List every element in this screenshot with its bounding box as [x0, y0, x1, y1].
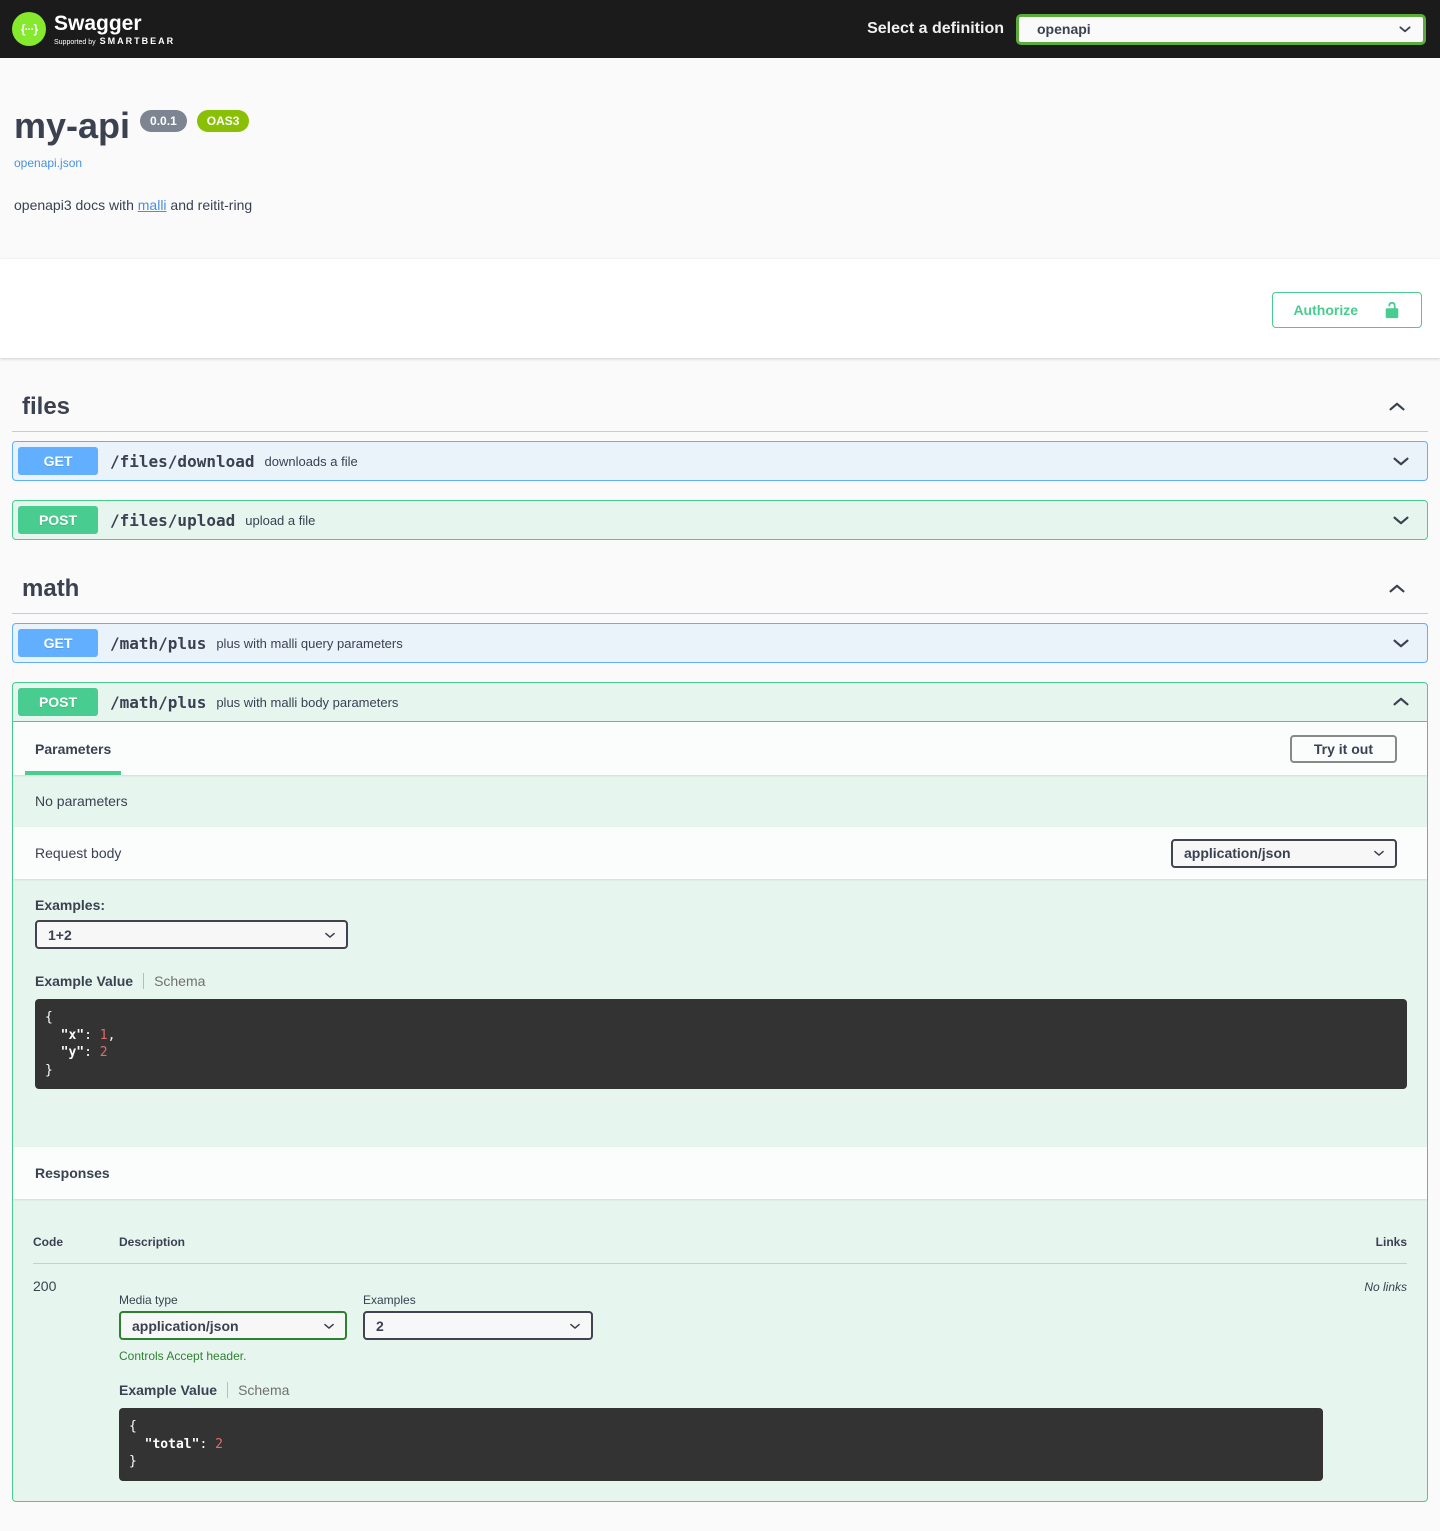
chevron-down-icon — [325, 932, 335, 938]
responses-title: Responses — [35, 1165, 110, 1182]
tab-divider — [143, 973, 145, 989]
section-files: files GET /files/download downloads a fi… — [12, 383, 1428, 540]
topbar: {···} Swagger Supported by SMARTBEAR Sel… — [0, 0, 1440, 58]
chevron-down-icon — [324, 1323, 334, 1329]
response-examples-label: Examples — [363, 1293, 416, 1308]
endpoint-get-math-plus: GET /math/plus plus with malli query par… — [12, 623, 1428, 663]
chevron-up-icon — [1389, 402, 1405, 411]
page-title: my-api — [14, 105, 131, 146]
oas3-badge: OAS3 — [196, 110, 250, 133]
request-body-content: Examples: 1+2 Example Value Schema { "x"… — [13, 879, 1427, 1147]
operation-body: Parameters Try it out No parameters Requ… — [13, 722, 1427, 1501]
request-body-header: Request body application/json — [13, 827, 1427, 879]
responses-header: Responses — [13, 1147, 1427, 1200]
endpoint-post-files-upload: POST /files/upload upload a file — [12, 500, 1428, 540]
chevron-down-icon — [1374, 850, 1384, 856]
media-type-control: Media type application/json Controls Acc… — [119, 1293, 347, 1363]
column-description: Description — [119, 1235, 186, 1250]
endpoint-path[interactable]: /math/plus — [110, 633, 207, 653]
endpoint-path[interactable]: /files/upload — [110, 510, 236, 530]
endpoint-description: plus with malli body parameters — [216, 694, 399, 710]
section-math-header[interactable]: math — [12, 565, 1428, 614]
section-files-header[interactable]: files — [12, 383, 1428, 432]
request-body-label: Request body — [35, 845, 122, 861]
chevron-down-icon — [570, 1323, 580, 1329]
swagger-logo[interactable]: {···} Swagger Supported by SMARTBEAR — [12, 12, 175, 46]
method-badge-post: POST — [18, 506, 98, 534]
chevron-up-icon — [1389, 584, 1405, 593]
response-description-cell: Media type application/json Controls Acc… — [119, 1278, 1323, 1481]
column-links: Links — [1375, 1235, 1407, 1250]
endpoint-description: upload a file — [245, 512, 316, 528]
response-code: 200 — [33, 1278, 57, 1295]
select-definition-label: Select a definition — [867, 20, 1004, 37]
definition-select[interactable]: openapi — [1016, 13, 1426, 45]
column-code: Code — [33, 1235, 63, 1250]
no-parameters-text: No parameters — [35, 793, 128, 809]
chevron-down-icon[interactable] — [1390, 509, 1412, 531]
brand-subtitle: Supported by SMARTBEAR — [54, 35, 176, 46]
api-info-section: my-api 0.0.1 OAS3 openapi.json openapi3 … — [0, 58, 1440, 259]
method-badge-get: GET — [18, 629, 98, 657]
chevron-up-icon[interactable] — [1390, 691, 1412, 713]
tab-example-value[interactable]: Example Value — [119, 1382, 218, 1399]
tab-parameters[interactable]: Parameters — [25, 722, 122, 775]
chevron-down-icon — [1399, 26, 1411, 33]
request-media-type-select[interactable]: application/json — [1171, 838, 1397, 868]
authorize-button[interactable]: Authorize — [1272, 292, 1422, 328]
tab-example-value[interactable]: Example Value — [35, 973, 134, 989]
collapse-section-button[interactable] — [1386, 578, 1408, 600]
authorize-label: Authorize — [1293, 302, 1358, 318]
parameters-tab-header: Parameters Try it out — [13, 722, 1427, 775]
endpoint-path[interactable]: /math/plus — [110, 692, 207, 712]
response-links: No links — [1364, 1280, 1407, 1295]
endpoint-description: downloads a file — [264, 453, 358, 469]
response-example-select[interactable]: 2 — [363, 1311, 593, 1341]
version-badge: 0.0.1 — [140, 110, 187, 133]
response-examples-control: Examples 2 — [363, 1293, 593, 1363]
collapse-section-button[interactable] — [1386, 396, 1408, 418]
definition-select-value: openapi — [1037, 21, 1091, 37]
section-title: math — [22, 575, 80, 602]
endpoint-description: plus with malli query parameters — [216, 635, 403, 651]
method-badge-post: POST — [18, 688, 98, 716]
scheme-container: Authorize — [0, 259, 1440, 358]
operations-wrapper: files GET /files/download downloads a fi… — [0, 383, 1440, 1531]
request-example-code[interactable]: { "x": 1, "y": 2 } — [35, 999, 1407, 1090]
responses-table: Code Description Links 200 Media type — [13, 1199, 1427, 1501]
tab-schema[interactable]: Schema — [154, 973, 206, 989]
response-media-type-select[interactable]: application/json — [119, 1311, 347, 1341]
unlock-icon — [1385, 301, 1399, 319]
tab-schema[interactable]: Schema — [238, 1382, 290, 1399]
api-description: openapi3 docs with malli and reitit-ring — [14, 197, 253, 213]
malli-link[interactable]: malli — [137, 197, 167, 213]
brand-name: Swagger — [54, 11, 142, 35]
tab-divider — [227, 1382, 229, 1399]
model-tabs: Example Value Schema — [119, 1382, 1323, 1399]
spec-file-link[interactable]: openapi.json — [14, 156, 83, 170]
chevron-down-icon[interactable] — [1390, 632, 1412, 654]
section-math: math GET /math/plus plus with malli quer… — [12, 565, 1428, 1502]
response-row-200: 200 Media type application/json — [33, 1264, 1407, 1481]
model-tabs: Example Value Schema — [35, 973, 1407, 989]
endpoint-path[interactable]: /files/download — [110, 451, 255, 471]
endpoint-summary-row[interactable]: POST /files/upload upload a file — [13, 501, 1427, 539]
chevron-down-icon[interactable] — [1390, 450, 1412, 472]
endpoint-get-files-download: GET /files/download downloads a file — [12, 441, 1428, 481]
examples-label: Examples: — [35, 897, 106, 913]
endpoint-post-math-plus: POST /math/plus plus with malli body par… — [12, 682, 1428, 1502]
media-type-label: Media type — [119, 1293, 178, 1308]
endpoint-summary-row[interactable]: GET /math/plus plus with malli query par… — [13, 624, 1427, 662]
method-badge-get: GET — [18, 447, 98, 475]
section-title: files — [22, 393, 71, 420]
try-it-out-button[interactable]: Try it out — [1289, 734, 1397, 763]
response-example-code[interactable]: { "total": 2 } — [119, 1408, 1323, 1481]
accept-header-note: Controls Accept header. — [119, 1349, 247, 1364]
responses-table-head: Code Description Links — [33, 1219, 1407, 1265]
endpoint-summary-row[interactable]: POST /math/plus plus with malli body par… — [13, 683, 1427, 722]
endpoint-summary-row[interactable]: GET /files/download downloads a file — [13, 442, 1427, 480]
request-example-select[interactable]: 1+2 — [35, 920, 348, 949]
smartbear-label: SMARTBEAR — [99, 35, 176, 46]
swagger-logo-icon: {···} — [12, 12, 46, 46]
